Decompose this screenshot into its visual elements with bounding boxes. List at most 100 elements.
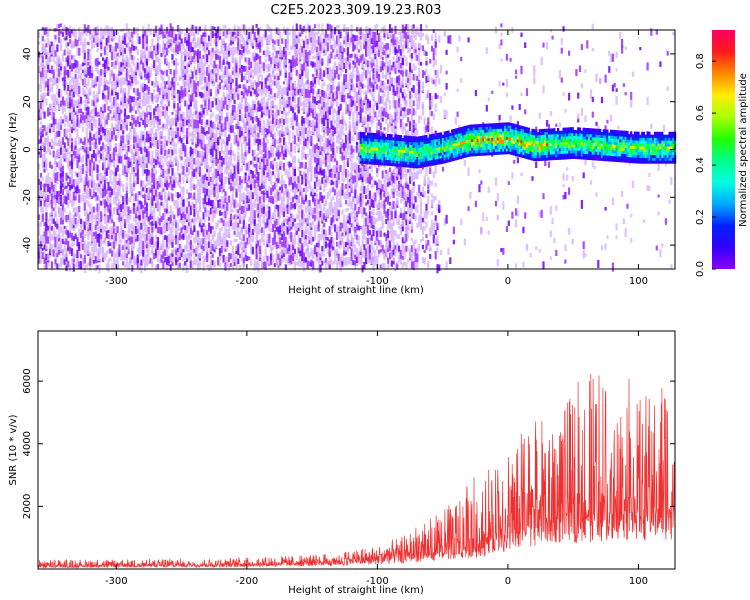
- spectrogram-cell: [140, 188, 143, 197]
- spectrogram-cell: [76, 219, 79, 227]
- spectrogram-cell: [63, 241, 66, 245]
- spectrogram-cell: [198, 50, 201, 59]
- spectrogram-cell: [76, 188, 79, 194]
- spectrogram-cell: [293, 155, 296, 162]
- spectrogram-cell: [96, 42, 99, 47]
- spectrogram-cell: [87, 66, 90, 76]
- spectrogram-cell: [264, 196, 267, 201]
- spectrogram-cell: [204, 241, 207, 246]
- spectrogram-cell: [145, 58, 148, 65]
- spectrogram-cell: [220, 236, 223, 246]
- spectrogram-cell: [138, 263, 141, 271]
- spectrogram-cell: [239, 27, 242, 36]
- spectrogram-cell: [107, 134, 110, 143]
- spectrogram-cell: [250, 237, 253, 243]
- spectrogram-cell: [61, 77, 64, 81]
- spectrogram-cell: [63, 186, 66, 190]
- spectrogram-cell: [54, 34, 57, 40]
- spectrogram-cell: [202, 203, 205, 210]
- spectrogram-cell: [195, 128, 198, 135]
- spectrogram-cell: [218, 75, 222, 80]
- spectrogram-cell: [197, 246, 200, 251]
- spectrogram-cell: [158, 175, 161, 180]
- spectrogram-cell: [162, 213, 165, 221]
- spectrogram-cell: [186, 165, 189, 173]
- spectrogram-cell: [78, 164, 81, 170]
- spectrogram-cell: [80, 254, 83, 259]
- spectrogram-cell: [160, 140, 163, 145]
- spectrogram-cell: [255, 192, 258, 201]
- spectrogram-cell: [160, 130, 163, 137]
- spectrogram-cell: [85, 178, 88, 183]
- spectrogram-cell: [164, 176, 167, 184]
- spectrogram-cell: [273, 56, 276, 64]
- spectrogram-cell: [52, 112, 55, 118]
- spectrogram-cell: [65, 134, 68, 140]
- spectrogram-cell: [54, 60, 57, 64]
- spectrogram-cell: [293, 94, 296, 100]
- spectrogram-cell: [204, 219, 207, 223]
- spectrogram-cell: [45, 260, 48, 270]
- spectrogram-cell: [133, 167, 136, 172]
- spectrogram-cell: [178, 102, 181, 108]
- spectrogram-cell: [105, 28, 108, 35]
- spectrogram-cell: [149, 257, 152, 264]
- spectrogram-cell: [211, 64, 214, 69]
- spectrogram-cell: [189, 260, 192, 268]
- spectrogram-cell: [208, 35, 211, 41]
- spectrogram-cell: [125, 169, 128, 177]
- spectrogram-cell: [38, 221, 41, 228]
- spectrogram-cell: [189, 94, 192, 101]
- spectrogram-cell: [229, 112, 233, 121]
- spectrogram-cell: [142, 254, 145, 262]
- spectrogram-cell: [125, 103, 128, 109]
- spectrogram-cell: [270, 161, 273, 169]
- spectrogram-cell: [268, 40, 271, 45]
- spectrogram-cell: [134, 46, 138, 50]
- spectrogram-cell: [255, 53, 258, 61]
- spectrogram-cell: [78, 31, 81, 40]
- spectrogram-cell: [41, 247, 44, 251]
- spectrogram-cell: [80, 176, 83, 184]
- spectrogram-cell: [52, 207, 55, 212]
- spectrogram-cell: [70, 158, 74, 166]
- spectrogram-cell: [98, 111, 101, 116]
- spectrogram-cell: [260, 181, 264, 190]
- spectrogram-cell: [162, 91, 165, 99]
- spectrogram-cell: [259, 144, 262, 152]
- spectrogram-cell: [63, 230, 66, 234]
- spectrogram-cell: [268, 206, 271, 215]
- spectrogram-cell: [54, 183, 57, 187]
- spectrogram-cell: [246, 58, 249, 65]
- spectrogram-cell: [102, 254, 105, 263]
- spectrogram-cell: [96, 211, 99, 219]
- spectrogram-cell: [134, 236, 138, 242]
- spectrogram-cell: [96, 182, 99, 192]
- spectrogram-cell: [233, 24, 236, 33]
- spectrogram-cell: [50, 116, 53, 120]
- spectrogram-cell: [56, 171, 59, 181]
- spectrogram-cell: [248, 121, 251, 130]
- spectrogram-cell: [255, 37, 258, 43]
- spectrogram-cell: [275, 204, 278, 210]
- spectrogram-cell: [153, 47, 156, 56]
- spectrogram-cell: [59, 163, 63, 172]
- spectrogram-cell: [47, 225, 50, 231]
- spectrogram-cell: [145, 117, 148, 123]
- spectrogram-cell: [38, 214, 41, 220]
- spectrogram-cell: [209, 166, 212, 173]
- spectrogram-cell: [61, 238, 64, 244]
- spectrogram-cell: [260, 128, 264, 135]
- spectrogram-cell: [136, 261, 139, 269]
- spectrogram-cell: [91, 45, 94, 50]
- spectrogram-cell: [228, 172, 231, 179]
- spectrogram-cell: [72, 196, 75, 206]
- spectrogram-cell: [58, 88, 61, 97]
- spectrogram-cell: [282, 51, 286, 57]
- spectrogram-cell: [178, 248, 181, 255]
- spectrogram-cell: [136, 173, 139, 180]
- spectrogram-cell: [240, 246, 243, 251]
- spectrogram-cell: [239, 264, 242, 271]
- spectrogram-cell: [65, 238, 68, 245]
- spectrogram-cell: [94, 137, 97, 144]
